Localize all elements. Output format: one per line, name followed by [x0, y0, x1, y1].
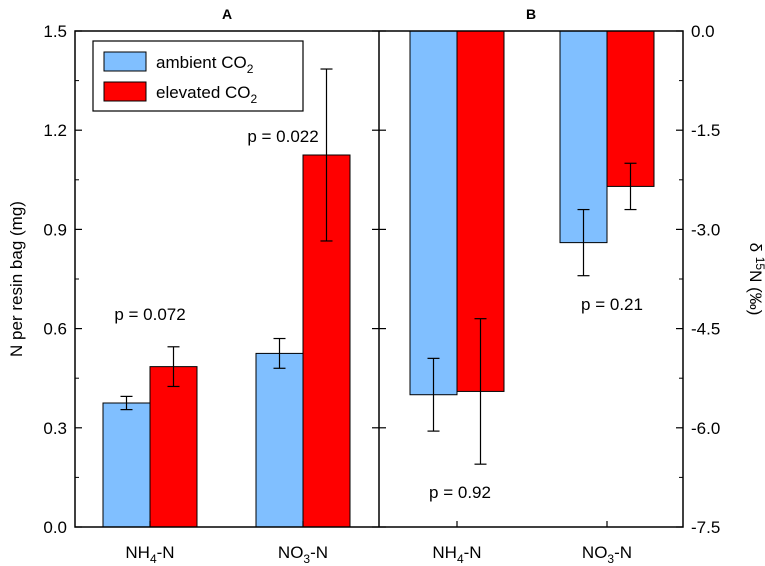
- category-subscript: 4: [457, 552, 464, 566]
- chart-marks: 0.0 0.3 0.6 0.9 1.2 1.5 0.0 -1.5 -3.0 -4.5 -6.0 -7.…: [7, 6, 765, 566]
- panel-a-y-tick-label: 1.2: [43, 121, 67, 140]
- category-tail: -N: [310, 543, 328, 562]
- legend-label: ambient CO2: [156, 53, 254, 76]
- panel-b-y-axis: 0.0 -1.5 -3.0 -4.5 -6.0 -7.5: [379, 22, 720, 537]
- panel-a-x-tick-label: NO3-N: [278, 543, 328, 566]
- panel-a-y-tick-label: 0.0: [43, 518, 67, 537]
- category-subscript: 3: [607, 552, 614, 566]
- category-main: NH: [432, 543, 457, 562]
- category-tail: -N: [157, 543, 175, 562]
- category-subscript: 3: [303, 552, 310, 566]
- panel-a-y-tick-label: 0.9: [43, 220, 67, 239]
- panel-a-y-tick-label: 0.3: [43, 419, 67, 438]
- panel-b-y-tick-label: -7.5: [691, 518, 720, 537]
- panel-a-bars: [102, 68, 351, 528]
- legend-label-main: ambient CO: [156, 53, 247, 72]
- panel-b-y-tick-label: 0.0: [691, 22, 715, 41]
- category-tail: -N: [464, 543, 482, 562]
- panel-a-y-tick-label: 0.6: [43, 320, 67, 339]
- panel-b-title: B: [526, 6, 536, 22]
- panel-b-annotation-no3: p = 0.21: [581, 295, 643, 314]
- panel-a-annotation-no3: p = 0.022: [247, 127, 318, 146]
- legend-label-main: elevated CO: [156, 83, 251, 102]
- ylabel-pre: δ: [746, 243, 765, 257]
- panel-a-bar-ambient-0: [102, 402, 151, 528]
- category-main: NH: [125, 543, 150, 562]
- legend-label-subscript: 2: [251, 92, 258, 106]
- panel-a-y-tick-label: 1.5: [43, 22, 67, 41]
- legend-swatch: [103, 81, 147, 102]
- legend-label-subscript: 2: [247, 62, 254, 76]
- panel-a-x-tick-label: NH4-N: [125, 543, 174, 566]
- panel-a-x-axis: NH4-N NO3-N: [125, 521, 328, 566]
- panel-b-y-tick-label: -4.5: [691, 320, 720, 339]
- legend-label: elevated CO2: [156, 83, 258, 106]
- panel-a-bar-elevated-0: [149, 366, 198, 528]
- panel-b-y-tick-label: -6.0: [691, 419, 720, 438]
- category-tail: -N: [614, 543, 632, 562]
- panel-b-y-tick-label: -3.0: [691, 220, 720, 239]
- panel-b-bar-ambient-0: [409, 30, 458, 396]
- legend-swatch: [103, 51, 147, 72]
- panel-b-x-axis: NH4-N NO3-N: [432, 521, 632, 566]
- panel-b-y-tick-label: -1.5: [691, 121, 720, 140]
- panel-a-title: A: [222, 6, 232, 22]
- panel-b-annotation-nh4: p = 0.92: [429, 483, 491, 502]
- panel-b-bars: [409, 30, 655, 465]
- panel-b-bar-elevated-1: [606, 30, 655, 187]
- panel-b-x-tick-label: NH4-N: [432, 543, 481, 566]
- category-main: NO: [582, 543, 608, 562]
- ylabel-post: N (‰): [746, 270, 765, 315]
- panel-a-y-axis: 0.0 0.3 0.6 0.9 1.2 1.5: [43, 22, 379, 537]
- panel-b-x-tick-label: NO3-N: [582, 543, 632, 566]
- panel-a-y-axis-title: N per resin bag (mg): [7, 201, 26, 357]
- category-main: NO: [278, 543, 304, 562]
- panel-b-y-axis-title: δ 15N (‰): [746, 243, 765, 316]
- panel-a-bar-ambient-1: [255, 352, 304, 528]
- panel-a-annotation-nh4: p = 0.072: [114, 305, 185, 324]
- category-subscript: 4: [150, 552, 157, 566]
- ylabel-superscript: 15: [753, 257, 765, 271]
